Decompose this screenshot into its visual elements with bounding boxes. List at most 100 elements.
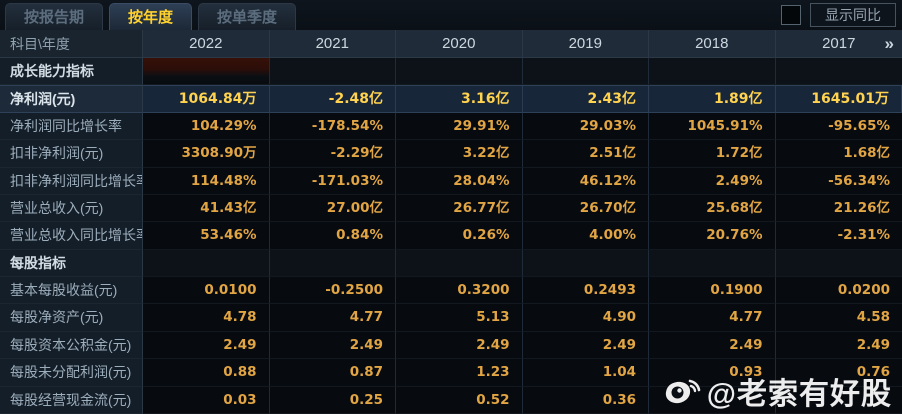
value-cell: 4.77	[649, 304, 776, 332]
show-yoy-checkbox[interactable]	[781, 5, 801, 25]
value-cell: 21.26亿	[775, 194, 902, 223]
value-cell: 2.49	[269, 331, 396, 360]
value-cell: 0.87	[269, 359, 396, 387]
value-cell	[522, 58, 649, 86]
value-cell: 2.43亿	[522, 85, 649, 113]
value-cell: 0.52	[396, 386, 523, 414]
table-row[interactable]: 营业总收入同比增长率 53.46% 0.84% 0.26% 4.00% 20.76% -2.…	[0, 222, 902, 250]
row-label: 每股指标	[0, 249, 143, 277]
value-cell: -2.31%	[775, 222, 902, 250]
value-cell: -0.2500	[269, 277, 396, 305]
value-cell: -171.03%	[269, 167, 396, 195]
value-cell	[522, 249, 649, 277]
row-label: 每股资本公积金(元)	[0, 331, 143, 360]
row-label: 每股未分配利润(元)	[0, 359, 143, 387]
value-cell: 1.23	[396, 359, 523, 387]
value-cell: 25.68亿	[649, 194, 776, 223]
tab-bar: 按报告期 按年度 按单季度 显示同比	[0, 0, 902, 30]
year-column-header[interactable]: 2018	[649, 30, 776, 58]
row-label: 基本每股收益(元)	[0, 277, 143, 305]
value-cell: 53.46%	[143, 222, 270, 250]
row-label: 营业总收入(元)	[0, 194, 143, 223]
row-label: 每股经营现金流(元)	[0, 386, 143, 414]
row-label: 扣非净利润(元)	[0, 140, 143, 168]
value-cell: 0.03	[143, 386, 270, 414]
year-column-header[interactable]: 2019	[522, 30, 649, 58]
value-cell	[143, 249, 270, 277]
value-cell: 2.49	[396, 331, 523, 360]
value-cell: 0.93	[649, 359, 776, 387]
value-cell: 4.77	[269, 304, 396, 332]
year-column-header[interactable]: 2021	[269, 30, 396, 58]
value-cell: 1064.84万	[143, 85, 270, 113]
table-row[interactable]: 营业总收入(元) 41.43亿 27.00亿 26.77亿 26.70亿 25.68亿 21…	[0, 194, 902, 223]
tab-by-report-period[interactable]: 按报告期	[5, 3, 104, 30]
table-row[interactable]: 基本每股收益(元) 0.0100 -0.2500 0.3200 0.2493 0.1900…	[0, 277, 902, 305]
table-row[interactable]: 成长能力指标	[0, 58, 902, 86]
value-cell: 5.13	[396, 304, 523, 332]
table-row[interactable]: 每股未分配利润(元) 0.88 0.87 1.23 1.04 0.93 0.76	[0, 359, 902, 387]
value-cell: 4.58	[775, 304, 902, 332]
table-row[interactable]: 每股净资产(元) 4.78 4.77 5.13 4.90 4.77 4.58	[0, 304, 902, 332]
year-column-header[interactable]: 2017»	[775, 30, 902, 58]
row-label: 净利润(元)	[0, 85, 143, 113]
year-column-header[interactable]: 2020	[396, 30, 523, 58]
value-cell: 2.49	[649, 331, 776, 360]
value-cell: -178.54%	[269, 112, 396, 141]
value-cell: 104.29%	[143, 112, 270, 141]
table-header: 科目\年度 2022 2021 2020 2019 2018 2017»	[0, 30, 902, 58]
value-cell: -95.65%	[775, 112, 902, 141]
table-row[interactable]: 每股经营现金流(元) 0.03 0.25 0.52 0.36	[0, 386, 902, 414]
value-cell	[649, 58, 776, 86]
row-label: 净利润同比增长率	[0, 112, 143, 141]
value-cell: 3308.90万	[143, 140, 270, 168]
year-column-header[interactable]: 2022	[143, 30, 270, 58]
value-cell: 2.51亿	[522, 140, 649, 168]
tab-by-year[interactable]: 按年度	[109, 3, 193, 30]
table-row[interactable]: 每股指标	[0, 249, 902, 277]
tab-by-single-quarter[interactable]: 按单季度	[198, 3, 297, 30]
value-cell: 0.26%	[396, 222, 523, 250]
value-cell	[649, 249, 776, 277]
table-body: 成长能力指标 净利润(元) 1064.84万 -2.48亿 3.16亿 2.43亿 1.89…	[0, 58, 902, 414]
table-row[interactable]: 净利润同比增长率 104.29% -178.54% 29.91% 29.03% 1045.…	[0, 112, 902, 141]
value-cell: 0.2493	[522, 277, 649, 305]
value-cell: 1045.91%	[649, 112, 776, 141]
value-cell	[396, 249, 523, 277]
value-cell: 4.00%	[522, 222, 649, 250]
value-cell	[775, 58, 902, 86]
value-cell: 0.76	[775, 359, 902, 387]
table-row[interactable]: 扣非净利润(元) 3308.90万 -2.29亿 3.22亿 2.51亿 1.72亿 1.6…	[0, 140, 902, 168]
value-cell: 0.36	[522, 386, 649, 414]
value-cell	[649, 386, 776, 414]
row-label: 营业总收入同比增长率	[0, 222, 143, 250]
value-cell	[143, 58, 270, 86]
value-cell: -2.29亿	[269, 140, 396, 168]
value-cell	[396, 58, 523, 86]
financial-table: 科目\年度 2022 2021 2020 2019 2018 2017» 成长能力指标 净利…	[0, 30, 902, 414]
more-columns-icon[interactable]: »	[884, 34, 894, 53]
value-cell: 28.04%	[396, 167, 523, 195]
value-cell: 29.03%	[522, 112, 649, 141]
value-cell	[775, 249, 902, 277]
table-row[interactable]: 扣非净利润同比增长率 114.48% -171.03% 28.04% 46.12% 2.4…	[0, 167, 902, 195]
value-cell	[269, 249, 396, 277]
value-cell: 0.0200	[775, 277, 902, 305]
value-cell: 0.3200	[396, 277, 523, 305]
value-cell: 2.49	[522, 331, 649, 360]
value-cell: 41.43亿	[143, 194, 270, 223]
value-cell: 4.78	[143, 304, 270, 332]
value-cell	[775, 386, 902, 414]
table-row[interactable]: 净利润(元) 1064.84万 -2.48亿 3.16亿 2.43亿 1.89亿 1645.…	[0, 85, 902, 113]
value-cell: 26.77亿	[396, 194, 523, 223]
value-cell: 0.84%	[269, 222, 396, 250]
value-cell: 26.70亿	[522, 194, 649, 223]
value-cell: 1.89亿	[649, 85, 776, 113]
show-yoy-button[interactable]: 显示同比	[810, 3, 896, 27]
value-cell: 0.0100	[143, 277, 270, 305]
table-row[interactable]: 每股资本公积金(元) 2.49 2.49 2.49 2.49 2.49 2.49	[0, 331, 902, 360]
value-cell: 114.48%	[143, 167, 270, 195]
value-cell: 0.25	[269, 386, 396, 414]
value-cell: 27.00亿	[269, 194, 396, 223]
